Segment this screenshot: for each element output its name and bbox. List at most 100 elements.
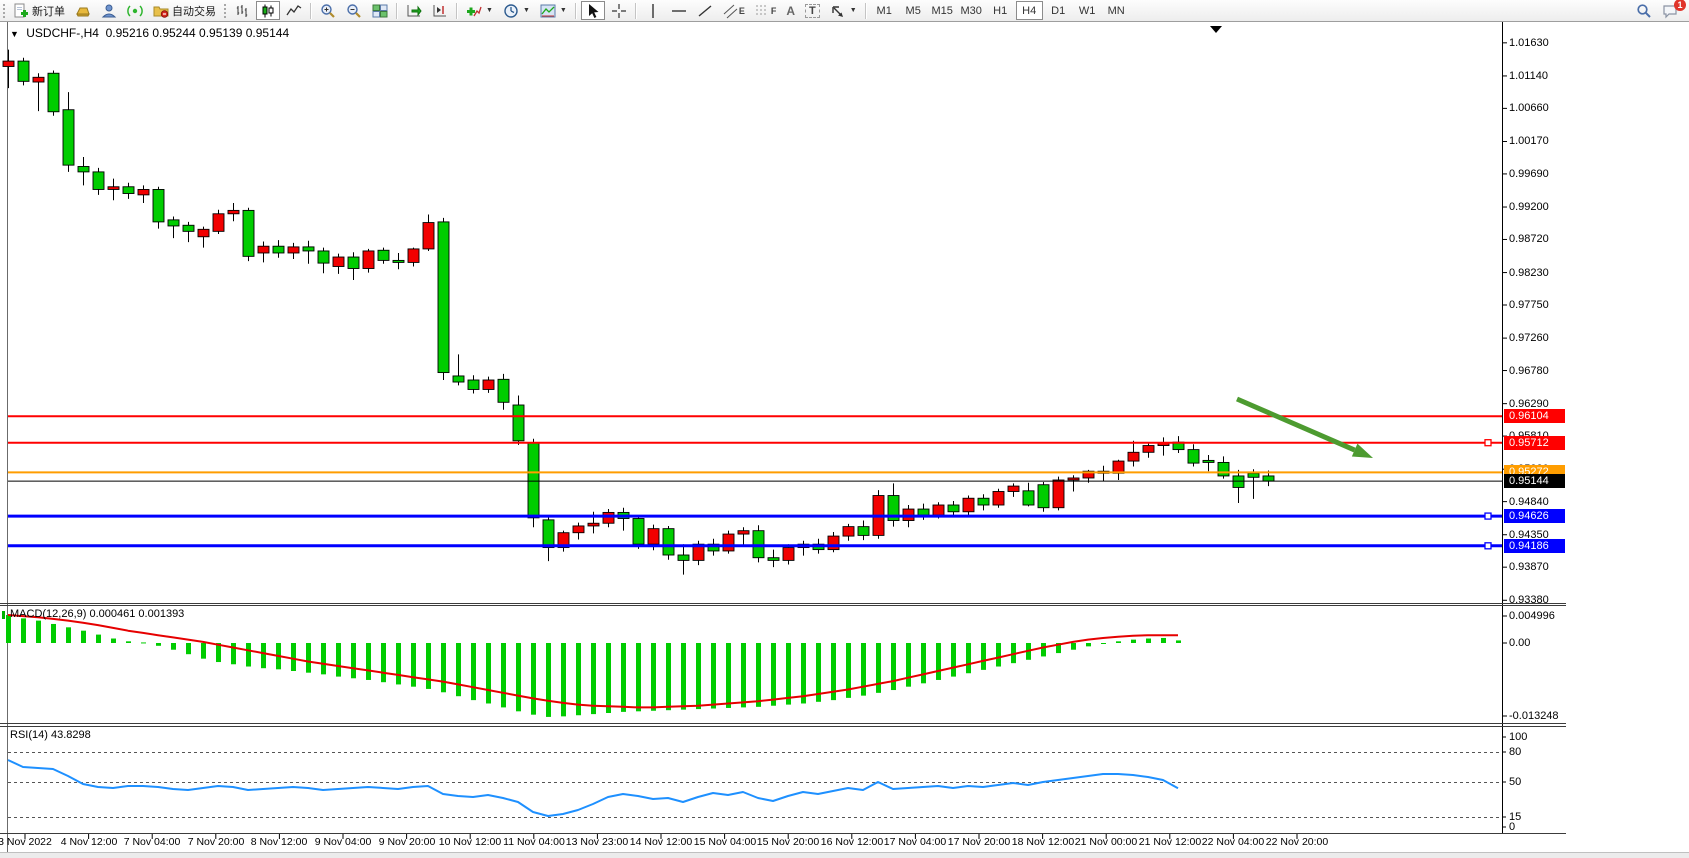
label-tool-letter: T xyxy=(805,3,820,18)
chart-symbol-line: ▼ USDCHF-,H4 0.95216 0.95244 0.95139 0.9… xyxy=(10,26,289,40)
zoom-in-button[interactable] xyxy=(316,1,340,20)
bar-chart-icon xyxy=(236,4,248,17)
vertical-line-icon xyxy=(652,3,654,18)
down-arrow-head xyxy=(1351,443,1373,458)
time-axis-label: 11 Nov 04:00 xyxy=(503,836,565,848)
time-axis-label: 17 Nov 04:00 xyxy=(883,836,947,848)
timeframe-button-W1[interactable]: W1 xyxy=(1074,1,1101,20)
down-arrow-annotation[interactable] xyxy=(1236,396,1356,453)
time-axis-label: 22 Nov 20:00 xyxy=(1265,836,1329,848)
line-drag-handle[interactable] xyxy=(1484,439,1492,447)
price-axis-label: 1.01140 xyxy=(1509,70,1548,82)
timeframe-group: M1 M5 M15 M30 H1 H4 D1 W1 MN xyxy=(870,1,1131,20)
zoom-out-button[interactable] xyxy=(342,1,366,20)
candlestick-chart-button[interactable] xyxy=(256,1,280,20)
collapse-triangle-icon[interactable]: ▼ xyxy=(10,29,19,39)
search-button[interactable] xyxy=(1632,1,1656,20)
chart-symbol-title: USDCHF-,H4 xyxy=(26,26,99,40)
rsi-label-row: RSI(14) 43.8298 xyxy=(10,729,91,741)
zoom-out-icon xyxy=(347,3,361,18)
gold-bar-icon xyxy=(76,7,90,16)
tile-windows-button[interactable] xyxy=(368,1,392,20)
toolbar-grip xyxy=(3,3,5,18)
channel-tool-button[interactable]: E xyxy=(719,1,749,20)
auto-trading-button[interactable]: 自动交易 xyxy=(149,1,220,20)
dropdown-caret-icon: ▼ xyxy=(522,7,530,14)
price-line-label: 0.94626 xyxy=(1504,509,1565,523)
candlestick-chart-icon xyxy=(262,4,274,17)
toolbar-separator xyxy=(456,2,458,19)
chart-shift-icon xyxy=(433,4,446,16)
time-axis-label: 9 Nov 20:00 xyxy=(378,836,436,848)
timeframe-button-M30[interactable]: M30 xyxy=(958,1,985,20)
price-axis-label: 0.97260 xyxy=(1509,332,1549,344)
timeframe-button-D1[interactable]: D1 xyxy=(1045,1,1072,20)
signals-button[interactable] xyxy=(123,1,147,20)
timeframe-button-MN[interactable]: MN xyxy=(1103,1,1130,20)
macd-current-values: 0.000461 0.001393 xyxy=(89,608,185,620)
text-tool-button[interactable]: A xyxy=(782,1,799,20)
time-axis-label: 17 Nov 20:00 xyxy=(947,836,1011,848)
horizontal-line-tool-button[interactable] xyxy=(667,1,691,20)
rsi-axis-label: 100 xyxy=(1509,731,1528,743)
axis-ticks xyxy=(24,42,1507,839)
timeframe-button-M5[interactable]: M5 xyxy=(900,1,927,20)
time-axis-label: 4 Nov 12:00 xyxy=(60,836,118,848)
template-icon xyxy=(540,4,556,17)
line-chart-button[interactable] xyxy=(282,1,306,20)
price-axis-label: 1.00660 xyxy=(1509,102,1549,114)
crosshair-tool-button[interactable] xyxy=(607,1,631,20)
time-axis-label: 8 Nov 12:00 xyxy=(250,836,308,848)
timeframe-button-M1[interactable]: M1 xyxy=(871,1,898,20)
chart-ohlc-values: 0.95216 0.95244 0.95139 0.95144 xyxy=(105,26,290,40)
fibonacci-icon xyxy=(755,5,768,14)
toolbar-separator xyxy=(864,2,867,19)
dropdown-caret-icon: ▼ xyxy=(559,7,567,14)
rsi-axis-label: 50 xyxy=(1509,776,1522,788)
fibonacci-letter: F xyxy=(770,5,777,16)
price-axis-label: 0.93870 xyxy=(1509,561,1549,573)
dropdown-caret-icon: ▼ xyxy=(849,7,857,14)
market-watch-button[interactable] xyxy=(97,1,121,20)
signal-icon xyxy=(127,4,143,17)
fibonacci-tool-button[interactable]: F xyxy=(751,1,781,20)
line-drag-handle[interactable] xyxy=(1484,542,1492,550)
history-center-button[interactable] xyxy=(71,1,95,20)
time-axis-label: 18 Nov 12:00 xyxy=(1011,836,1075,848)
price-line-label: 0.95712 xyxy=(1504,436,1565,450)
new-order-icon xyxy=(14,3,28,17)
time-axis-label: 21 Nov 12:00 xyxy=(1138,836,1202,848)
price-axis-label: 0.96780 xyxy=(1509,365,1549,377)
trendline-tool-button[interactable] xyxy=(693,1,717,20)
price-lines[interactable] xyxy=(8,415,1502,550)
timeframe-button-H1[interactable]: H1 xyxy=(987,1,1014,20)
cursor-tool-button[interactable] xyxy=(580,1,605,20)
chart-shift-button[interactable] xyxy=(428,1,452,20)
bar-chart-button[interactable] xyxy=(230,1,254,20)
notifications-button[interactable]: 1 xyxy=(1658,0,1686,20)
auto-scroll-icon xyxy=(407,4,422,16)
periods-button[interactable]: ▼ xyxy=(499,1,534,20)
timeframe-button-M15[interactable]: M15 xyxy=(929,1,956,20)
timeframe-button-H4[interactable]: H4 xyxy=(1015,1,1043,20)
vertical-line-tool-button[interactable] xyxy=(641,1,665,20)
crosshair-icon xyxy=(611,3,626,18)
price-axis-label: 0.97750 xyxy=(1509,299,1549,311)
line-drag-handle[interactable] xyxy=(1484,512,1492,520)
text-label-tool-button[interactable]: T xyxy=(801,1,824,20)
channel-icon xyxy=(723,4,738,18)
person-icon xyxy=(101,4,117,17)
indicators-button[interactable]: ▼ xyxy=(462,1,497,20)
arrows-tool-button[interactable]: ▼ xyxy=(826,1,861,20)
new-order-button[interactable]: 新订单 xyxy=(9,1,69,20)
macd-axis-max: 0.004996 xyxy=(1509,610,1555,622)
price-axis-label: 0.99690 xyxy=(1509,168,1549,180)
macd-label-row: MACD(12,26,9) 0.000461 0.001393 xyxy=(10,608,184,620)
chart-menu-triangle-icon[interactable] xyxy=(1210,26,1222,33)
templates-button[interactable]: ▼ xyxy=(536,1,571,20)
auto-scroll-button[interactable] xyxy=(402,1,426,20)
rsi-axis-label: 0 xyxy=(1509,821,1516,833)
price-axis-label: 0.99200 xyxy=(1509,201,1549,213)
